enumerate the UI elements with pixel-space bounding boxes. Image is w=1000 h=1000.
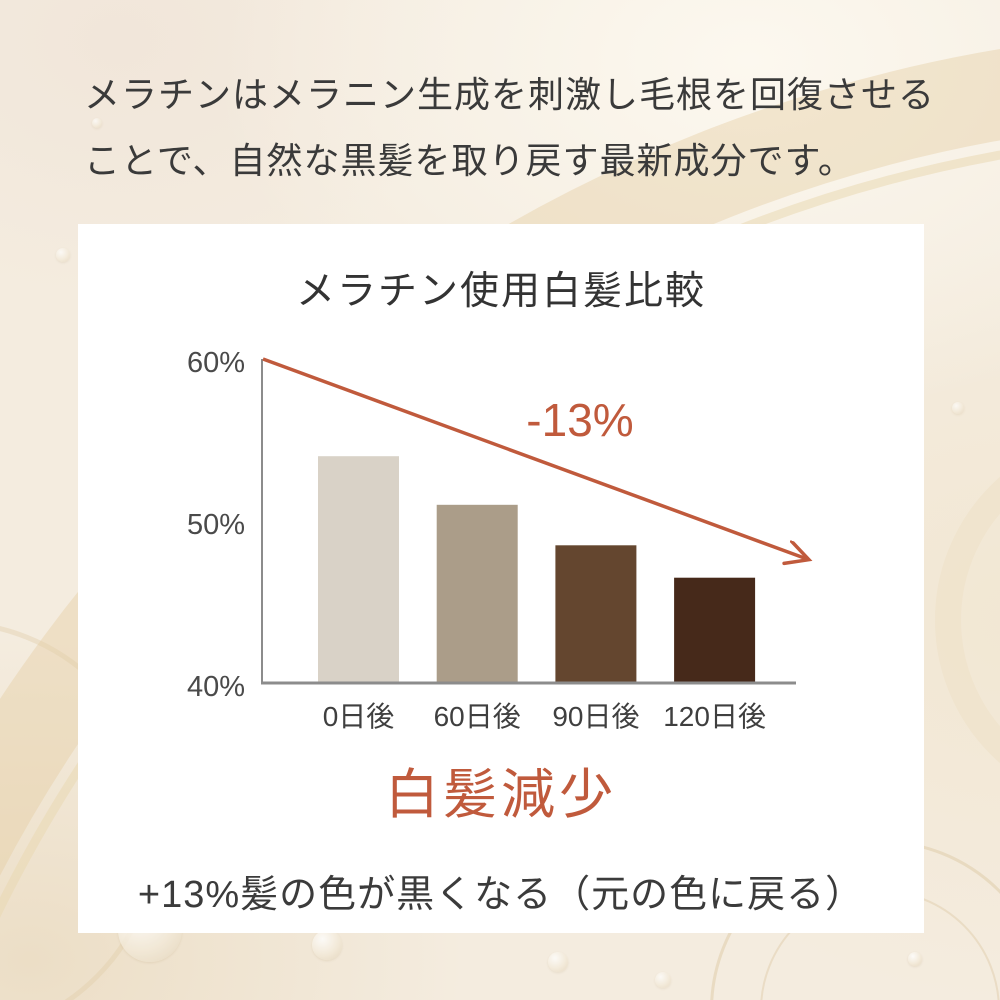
- result-subtext: +13%髪の色が黒くなる（元の色に戻る）: [137, 874, 865, 916]
- x-label-120日後: 120日後: [663, 701, 766, 732]
- x-label-90日後: 90日後: [552, 701, 639, 732]
- y-axis-ticks: 60% 50% 40%: [187, 347, 245, 703]
- bubble: [312, 930, 342, 960]
- bubble: [548, 952, 568, 972]
- bubble: [952, 402, 964, 414]
- y-tick-60: 60%: [187, 347, 245, 379]
- description-line-1: メラチンはメラニン生成を刺激し毛根を回復させる: [84, 74, 936, 115]
- chart-card: メラチン使用白髪比較 60% 50% 40% 0日後 60日後 90日後 120日後 -1…: [78, 224, 924, 933]
- bar-60日後: [436, 504, 518, 683]
- y-tick-50: 50%: [187, 509, 245, 541]
- highlight-text: 白髪減少: [385, 765, 617, 825]
- bubble: [655, 972, 671, 988]
- bubble: [908, 952, 922, 966]
- bar-90日後: [555, 545, 637, 683]
- chart-bars: [318, 456, 756, 683]
- bar-0日後: [318, 456, 399, 683]
- chart-title: メラチン使用白髪比較: [295, 270, 706, 313]
- y-tick-40: 40%: [187, 671, 245, 703]
- downward-trend-arrow: [262, 357, 807, 559]
- description-line-2: ことで、自然な黒髪を取り戻す最新成分です。: [84, 140, 855, 181]
- x-label-60日後: 60日後: [434, 701, 521, 732]
- trend-annotation: -13%: [526, 394, 633, 446]
- bar-120日後: [674, 577, 756, 683]
- x-axis-labels: 0日後 60日後 90日後 120日後: [323, 701, 766, 732]
- bubble: [56, 248, 70, 262]
- product-description: メラチンはメラニン生成を刺激し毛根を回復させる ことで、自然な黒髪を取り戻す最新…: [84, 62, 964, 194]
- bubble: [92, 118, 102, 128]
- bar-chart: 60% 50% 40% 0日後 60日後 90日後 120日後 -13%: [187, 347, 924, 732]
- x-label-0日後: 0日後: [323, 701, 395, 732]
